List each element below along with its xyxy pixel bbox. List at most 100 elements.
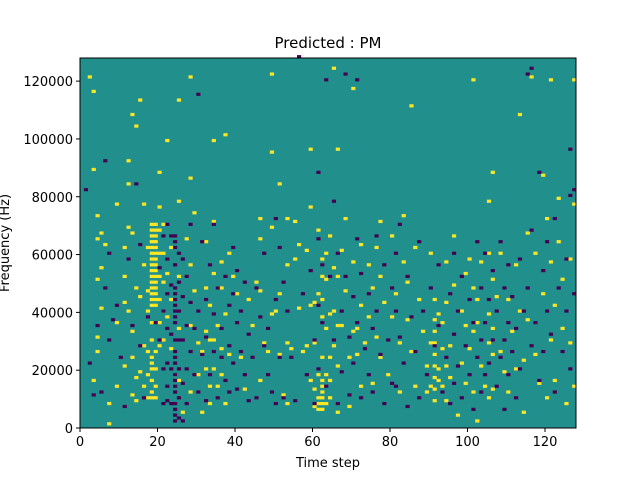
heatmap-cell-positive <box>312 300 317 304</box>
heatmap-cell-negative <box>231 292 236 296</box>
heatmap-cell-positive <box>142 344 147 348</box>
heatmap-cell-positive <box>153 269 158 273</box>
heatmap-cell-positive <box>347 355 352 359</box>
heatmap-cell-negative <box>273 216 278 221</box>
y-tick-label: 120000 <box>23 75 73 90</box>
heatmap-cell-negative <box>173 373 178 377</box>
heatmap-cell-positive <box>227 251 232 255</box>
heatmap-cell-positive <box>207 303 213 307</box>
heatmap-cell-negative <box>537 378 542 383</box>
heatmap-cell-positive <box>269 150 275 154</box>
heatmap-cell-positive <box>122 300 127 304</box>
heatmap-cell-negative <box>366 373 371 377</box>
y-axis: 0 20000 40000 60000 80000 100000 120000 <box>23 75 80 437</box>
heatmap-cell-negative <box>165 222 170 226</box>
heatmap-cell-positive <box>134 375 139 380</box>
heatmap-cell-positive <box>161 338 166 342</box>
heatmap-cell-negative <box>173 286 178 290</box>
heatmap-cell-positive <box>169 245 174 250</box>
heatmap-cell-negative <box>246 332 251 336</box>
chart-title: Predicted : PM <box>275 34 382 52</box>
heatmap-cell-positive <box>103 243 108 247</box>
heatmap-cell-negative <box>347 393 352 397</box>
heatmap-cell-negative <box>390 286 395 290</box>
heatmap-cell-positive <box>285 216 290 221</box>
heatmap-cell-positive <box>308 205 313 209</box>
heatmap-cell-positive <box>320 396 325 400</box>
x-tick-label: 0 <box>76 435 84 450</box>
heatmap-cell-positive <box>207 384 213 388</box>
heatmap-cell-positive <box>370 381 375 385</box>
heatmap-cell-negative <box>397 335 402 339</box>
heatmap-cell-positive <box>188 263 193 267</box>
heatmap-cell-positive <box>149 251 154 255</box>
heatmap-cell-positive <box>328 312 333 316</box>
heatmap-cell-positive <box>149 234 154 238</box>
heatmap-cell-negative <box>459 274 464 278</box>
heatmap-cell-positive <box>452 283 457 287</box>
heatmap-cell-positive <box>324 277 329 281</box>
heatmap-cell-negative <box>238 309 244 313</box>
heatmap-cell-positive <box>157 205 162 209</box>
heatmap-cell-positive <box>126 182 131 186</box>
heatmap-cell-positive <box>161 280 166 284</box>
heatmap-cell-positive <box>452 234 457 238</box>
heatmap-cell-positive <box>153 245 158 250</box>
heatmap-cell-positive <box>145 245 151 250</box>
heatmap-cell-negative <box>572 292 577 296</box>
heatmap-cell-positive <box>153 292 158 296</box>
heatmap-cell-negative <box>529 66 534 70</box>
heatmap-cell-negative <box>467 373 472 377</box>
heatmap-cell-negative <box>173 361 178 365</box>
heatmap-cell-positive <box>490 326 495 331</box>
heatmap-cell-negative <box>169 234 174 238</box>
heatmap-cell-negative <box>83 188 89 192</box>
heatmap-cell-negative <box>471 407 476 411</box>
heatmap-cell-positive <box>157 344 162 348</box>
heatmap-cell-positive <box>138 98 143 102</box>
heatmap-cell-positive <box>277 292 282 296</box>
heatmap-cell-positive <box>374 335 379 339</box>
heatmap-cell-negative <box>118 355 123 359</box>
heatmap-cell-negative <box>173 384 178 388</box>
heatmap-cell-positive <box>529 75 534 79</box>
heatmap-cell-positive <box>486 312 492 316</box>
heatmap-cell-negative <box>142 396 147 400</box>
heatmap-cell-positive <box>436 367 441 371</box>
heatmap-cell-positive <box>130 393 135 397</box>
heatmap-cell-positive <box>475 297 480 302</box>
heatmap-cell-negative <box>184 401 189 406</box>
heatmap-cell-positive <box>149 286 154 290</box>
heatmap-cell-positive <box>471 390 476 394</box>
heatmap-cell-positive <box>378 274 383 278</box>
heatmap-cell-positive <box>440 347 445 351</box>
heatmap-cell-negative <box>173 240 178 244</box>
heatmap-cell-positive <box>432 364 437 368</box>
heatmap-cell-negative <box>165 257 170 261</box>
heatmap-cell-positive <box>153 274 158 278</box>
heatmap-cell-negative <box>444 355 449 359</box>
y-tick-label: 60000 <box>32 249 73 264</box>
heatmap-cell-positive <box>153 367 158 371</box>
heatmap-cell-positive <box>428 251 433 255</box>
heatmap-cell-positive <box>149 321 154 325</box>
heatmap-cell-negative <box>475 355 480 359</box>
heatmap-cell-positive <box>207 338 213 342</box>
heatmap-cell-negative <box>490 269 495 273</box>
heatmap-cell-positive <box>359 243 364 247</box>
heatmap-cell-positive <box>138 370 143 374</box>
heatmap-cell-positive <box>227 352 232 357</box>
heatmap-cell-negative <box>277 245 282 250</box>
heatmap-cell-positive <box>498 251 503 255</box>
heatmap-cell-positive <box>142 263 147 267</box>
heatmap-cell-positive <box>99 306 104 310</box>
heatmap-cell-negative <box>517 257 523 261</box>
heatmap-cell-positive <box>192 211 197 215</box>
heatmap-cell-positive <box>316 228 321 232</box>
heatmap-cell-positive <box>300 349 306 354</box>
heatmap-cell-negative <box>176 251 182 255</box>
heatmap-cell-negative <box>517 367 523 371</box>
heatmap-cell-positive <box>126 159 131 163</box>
heatmap-cell-negative <box>219 326 224 331</box>
heatmap-cell-negative <box>254 286 259 290</box>
